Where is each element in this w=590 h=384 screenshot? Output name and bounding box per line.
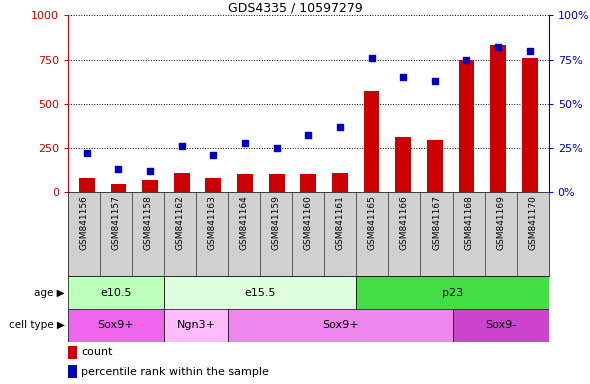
Bar [332, 172, 348, 192]
Point [114, 166, 123, 172]
Bar [174, 172, 189, 192]
Text: GSM841161: GSM841161 [336, 195, 345, 250]
Bar [453, 309, 549, 342]
Bar [110, 184, 126, 192]
Bar [356, 276, 549, 309]
Bar [300, 174, 316, 192]
Text: Ngn3+: Ngn3+ [176, 320, 215, 331]
Text: GSM841159: GSM841159 [272, 195, 281, 250]
Bar [490, 45, 506, 192]
Text: GSM841167: GSM841167 [432, 195, 441, 250]
Text: cell type ▶: cell type ▶ [9, 320, 65, 331]
Bar [164, 276, 356, 309]
Point [335, 124, 345, 130]
Text: GSM841157: GSM841157 [112, 195, 120, 250]
Point [398, 74, 408, 80]
Text: percentile rank within the sample: percentile rank within the sample [81, 366, 269, 377]
Text: GSM841164: GSM841164 [240, 195, 248, 250]
Point [272, 145, 281, 151]
Bar [427, 140, 442, 192]
Text: GSM841156: GSM841156 [80, 195, 88, 250]
Bar [268, 174, 284, 192]
Text: GSM841162: GSM841162 [176, 195, 185, 250]
Text: GSM841168: GSM841168 [464, 195, 473, 250]
Bar [79, 178, 95, 192]
Point [493, 44, 503, 50]
Point [82, 150, 91, 156]
Text: e15.5: e15.5 [244, 288, 276, 298]
Text: Sox9+: Sox9+ [97, 320, 135, 331]
Bar [458, 60, 474, 192]
Bar [68, 346, 77, 359]
Point [240, 139, 250, 146]
Text: Sox9-: Sox9- [485, 320, 516, 331]
Text: GSM841158: GSM841158 [143, 195, 152, 250]
Bar [68, 365, 77, 378]
Point [177, 143, 186, 149]
Text: GSM841169: GSM841169 [496, 195, 505, 250]
Text: Sox9+: Sox9+ [322, 320, 359, 331]
Text: GSM841160: GSM841160 [304, 195, 313, 250]
Bar [164, 309, 228, 342]
Bar [363, 91, 379, 192]
Bar [522, 58, 537, 192]
Text: GSM841166: GSM841166 [400, 195, 409, 250]
Text: GSM841165: GSM841165 [368, 195, 377, 250]
Text: age ▶: age ▶ [34, 288, 65, 298]
Point [462, 56, 471, 63]
Point [145, 168, 155, 174]
Text: count: count [81, 347, 113, 358]
Bar [205, 178, 221, 192]
Text: GSM841170: GSM841170 [528, 195, 537, 250]
Text: GSM841163: GSM841163 [208, 195, 217, 250]
Bar [237, 174, 253, 192]
Point [525, 48, 535, 54]
Bar [68, 309, 164, 342]
Bar [68, 276, 164, 309]
Bar [395, 137, 411, 192]
Bar [142, 180, 158, 192]
Point [209, 152, 218, 158]
Bar [228, 309, 453, 342]
Text: GDS4335 / 10597279: GDS4335 / 10597279 [228, 1, 362, 14]
Point [367, 55, 376, 61]
Text: p23: p23 [442, 288, 463, 298]
Text: e10.5: e10.5 [100, 288, 132, 298]
Point [430, 78, 440, 84]
Point [303, 132, 313, 139]
